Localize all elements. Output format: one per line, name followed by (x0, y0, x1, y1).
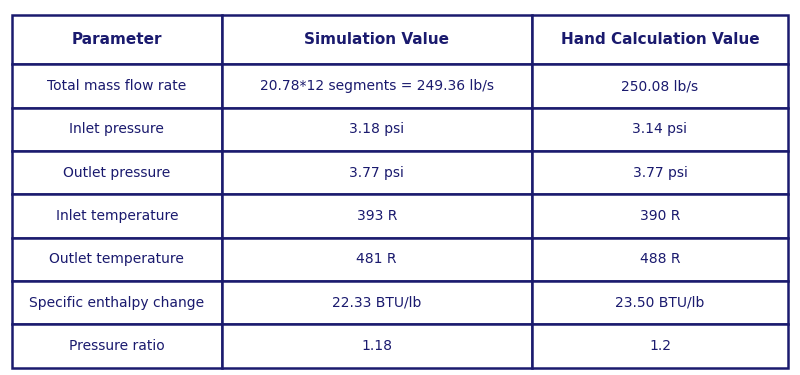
Bar (222, 238, 532, 281)
Bar (222, 15, 532, 64)
Bar (532, 64, 788, 108)
Bar (12, 238, 222, 281)
Text: 393 R: 393 R (357, 209, 397, 223)
Text: Outlet temperature: Outlet temperature (50, 252, 184, 266)
Text: 23.50 BTU/lb: 23.50 BTU/lb (615, 296, 705, 309)
Text: Total mass flow rate: Total mass flow rate (47, 79, 186, 93)
Bar (532, 151, 788, 194)
Text: Pressure ratio: Pressure ratio (69, 339, 165, 353)
Bar (222, 151, 532, 194)
Bar (532, 281, 788, 324)
Bar (532, 108, 788, 151)
Bar (12, 324, 222, 368)
Bar (12, 151, 222, 194)
Text: 3.14 psi: 3.14 psi (633, 122, 687, 136)
Bar (222, 194, 532, 238)
Bar (532, 324, 788, 368)
Bar (12, 281, 222, 324)
Text: 481 R: 481 R (357, 252, 397, 266)
Text: Hand Calculation Value: Hand Calculation Value (561, 32, 759, 47)
Bar (12, 108, 222, 151)
Text: Simulation Value: Simulation Value (304, 32, 450, 47)
Text: 390 R: 390 R (640, 209, 680, 223)
Bar (12, 15, 222, 64)
Text: Inlet pressure: Inlet pressure (70, 122, 164, 136)
Bar (12, 64, 222, 108)
Bar (222, 324, 532, 368)
Text: 3.18 psi: 3.18 psi (349, 122, 404, 136)
Text: Inlet temperature: Inlet temperature (55, 209, 178, 223)
Text: 250.08 lb/s: 250.08 lb/s (622, 79, 698, 93)
Bar (532, 238, 788, 281)
Text: 488 R: 488 R (640, 252, 680, 266)
Text: 22.33 BTU/lb: 22.33 BTU/lb (332, 296, 422, 309)
Bar (222, 64, 532, 108)
Text: 3.77 psi: 3.77 psi (350, 166, 404, 180)
Text: Parameter: Parameter (71, 32, 162, 47)
Bar (532, 194, 788, 238)
Text: 1.2: 1.2 (649, 339, 671, 353)
Bar (222, 281, 532, 324)
Text: Outlet pressure: Outlet pressure (63, 166, 170, 180)
Text: 1.18: 1.18 (362, 339, 392, 353)
Text: 3.77 psi: 3.77 psi (633, 166, 687, 180)
Bar (532, 15, 788, 64)
Text: 20.78*12 segments = 249.36 lb/s: 20.78*12 segments = 249.36 lb/s (260, 79, 494, 93)
Text: Specific enthalpy change: Specific enthalpy change (29, 296, 204, 309)
Bar (222, 108, 532, 151)
Bar (12, 194, 222, 238)
